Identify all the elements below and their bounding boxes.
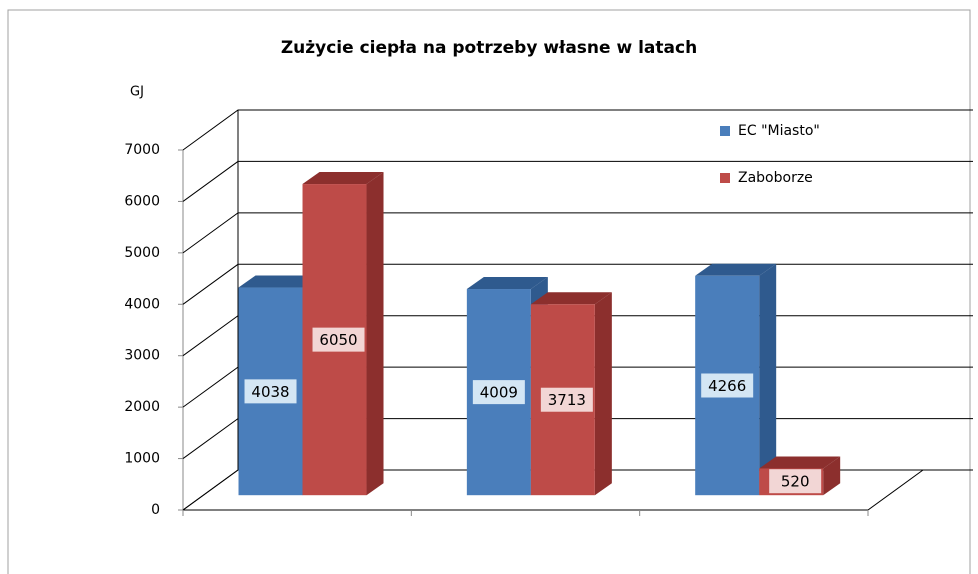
y-tick-label: 4000 bbox=[124, 296, 160, 312]
bar-side bbox=[759, 263, 777, 496]
data-label: 520 bbox=[781, 473, 810, 491]
y-tick-label: 5000 bbox=[124, 245, 160, 261]
bar-side bbox=[366, 172, 384, 496]
bar-top bbox=[302, 172, 384, 185]
chart-title: Zużycie ciepła na potrzeby własne w lata… bbox=[281, 38, 697, 58]
data-label: 3713 bbox=[548, 391, 586, 409]
y-tick-label: 3000 bbox=[124, 348, 160, 364]
bar-top bbox=[759, 456, 841, 469]
grid-line bbox=[182, 109, 973, 151]
data-label-box bbox=[769, 469, 822, 494]
legend-label: EC "Miasto" bbox=[738, 123, 820, 139]
bar-top bbox=[238, 275, 320, 288]
bar-top bbox=[530, 292, 612, 305]
bar-side bbox=[594, 292, 612, 496]
bar-side bbox=[823, 456, 841, 496]
legend-swatch bbox=[720, 173, 730, 183]
data-label: 4009 bbox=[480, 384, 518, 402]
y-tick-label: 6000 bbox=[124, 193, 160, 209]
bar-top bbox=[466, 277, 548, 290]
data-label-box bbox=[540, 387, 593, 412]
data-label-box bbox=[312, 327, 365, 352]
data-label-box bbox=[701, 373, 754, 398]
grid-line bbox=[182, 160, 973, 202]
data-label: 4266 bbox=[708, 377, 746, 395]
data-label-box bbox=[472, 380, 525, 405]
y-tick-label: 7000 bbox=[124, 142, 160, 158]
data-label: 6050 bbox=[319, 331, 357, 349]
legend-swatch bbox=[720, 126, 730, 136]
y-tick-label: 2000 bbox=[124, 399, 160, 415]
y-tick-label: 1000 bbox=[124, 451, 160, 467]
y-axis-label: GJ bbox=[130, 85, 144, 100]
bar-top bbox=[695, 263, 777, 276]
legend-label: Zaboborze bbox=[738, 170, 813, 186]
grid-line bbox=[182, 212, 973, 254]
y-tick-label: 0 bbox=[151, 502, 160, 518]
data-label-box bbox=[244, 379, 297, 404]
data-label: 4038 bbox=[251, 383, 289, 401]
